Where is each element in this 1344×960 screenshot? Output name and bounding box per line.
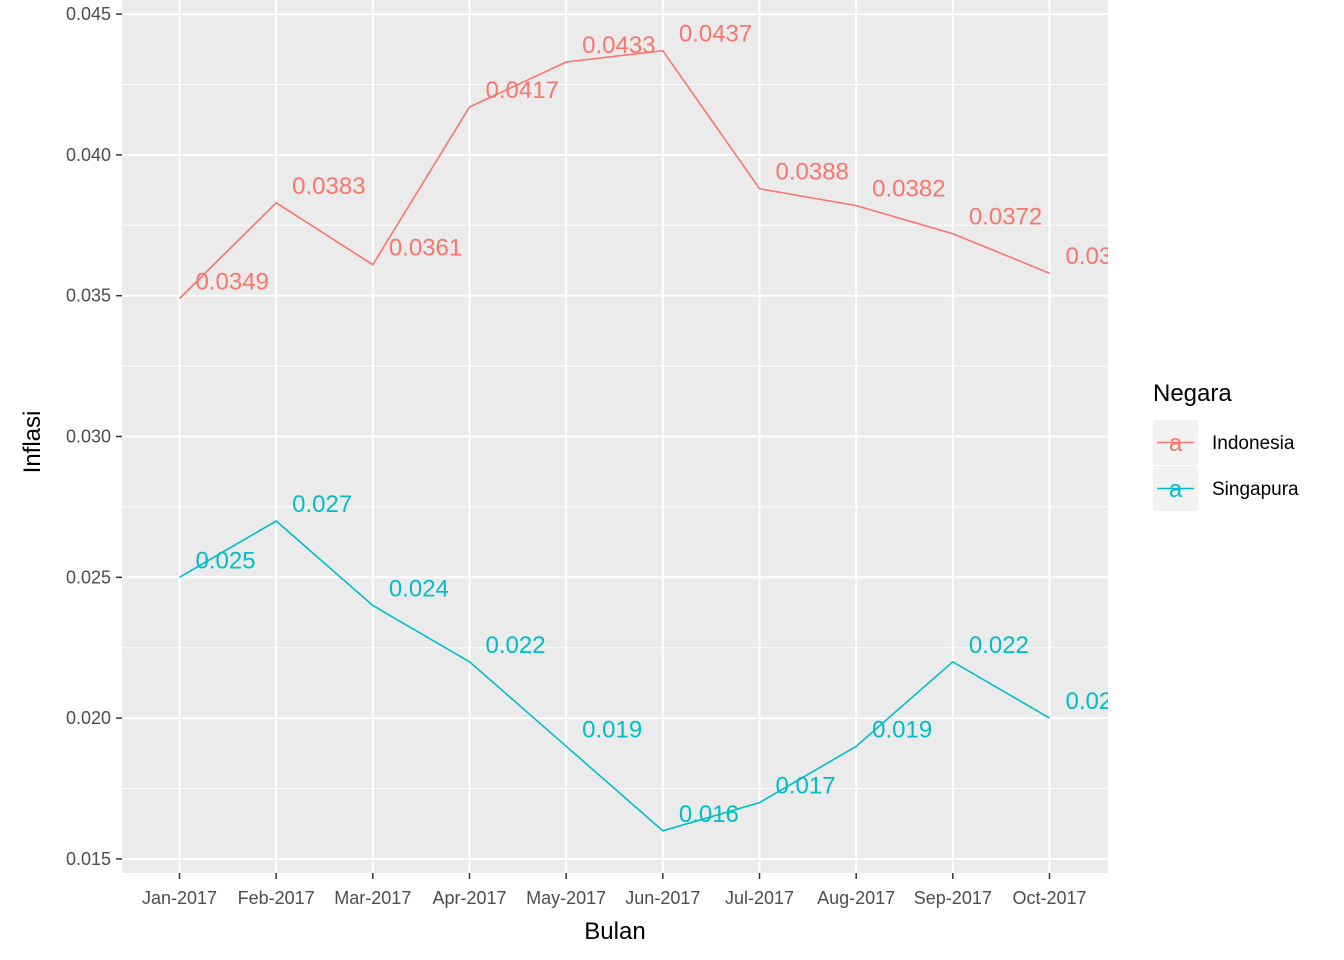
x-tick-label: May-2017 <box>526 888 606 908</box>
series-lines <box>178 49 1050 832</box>
legend-label-singapura: Singapura <box>1212 479 1299 500</box>
legend-key-glyph: a <box>1169 476 1183 503</box>
data-label-indonesia: 0.0417 <box>486 77 559 104</box>
legend-title: Negara <box>1153 380 1232 407</box>
x-tick-label: Jun-2017 <box>625 888 700 908</box>
series-line-indonesia <box>178 49 1050 300</box>
data-label-singapura: 0.016 <box>679 801 739 828</box>
data-label-indonesia: 0.0382 <box>872 176 945 203</box>
major-gridlines <box>122 0 1108 873</box>
data-label-singapura: 0.024 <box>389 575 449 602</box>
y-axis-title: Inflasi <box>19 411 46 474</box>
x-tick-label: Mar-2017 <box>334 888 411 908</box>
legend: Negara a Indonesia a Singapura <box>1153 380 1299 511</box>
data-label-indonesia: 0.0358 <box>1066 243 1139 270</box>
data-label-singapura: 0.02 <box>1066 688 1113 715</box>
x-tick-label: Sep-2017 <box>914 888 992 908</box>
data-label-indonesia: 0.0349 <box>196 269 269 296</box>
y-axis: 0.015 0.020 0.025 0.030 0.035 0.040 0.045 <box>66 4 122 869</box>
data-labels: 0.0349 0.0383 0.0361 0.0417 0.0433 0.0437 0.03… <box>196 21 1139 828</box>
y-tick-label: 0.015 <box>66 849 111 869</box>
series-line-singapura <box>179 520 1050 832</box>
y-tick-label: 0.020 <box>66 708 111 728</box>
data-label-singapura: 0.017 <box>776 773 836 800</box>
x-tick-label: Oct-2017 <box>1012 888 1086 908</box>
data-label-singapura: 0.027 <box>292 491 352 518</box>
legend-key-glyph: a <box>1169 430 1183 457</box>
data-label-indonesia: 0.0388 <box>776 159 849 186</box>
x-tick-label: Feb-2017 <box>238 888 315 908</box>
y-tick-label: 0.040 <box>66 145 111 165</box>
data-label-indonesia: 0.0437 <box>679 21 752 48</box>
data-label-singapura: 0.022 <box>969 632 1029 659</box>
x-tick-label: Jan-2017 <box>142 888 217 908</box>
minor-gridlines <box>122 83 1108 790</box>
x-tick-label: Aug-2017 <box>817 888 895 908</box>
x-tick-label: Apr-2017 <box>432 888 506 908</box>
data-label-singapura: 0.019 <box>872 716 932 743</box>
data-label-singapura: 0.022 <box>486 632 546 659</box>
y-tick-label: 0.045 <box>66 4 111 24</box>
data-label-singapura: 0.025 <box>196 547 256 574</box>
data-label-indonesia: 0.0372 <box>969 204 1042 231</box>
data-label-indonesia: 0.0361 <box>389 235 462 262</box>
x-axis-title: Bulan <box>584 918 645 945</box>
data-label-indonesia: 0.0433 <box>582 32 655 59</box>
data-label-indonesia: 0.0383 <box>292 173 365 200</box>
y-tick-label: 0.035 <box>66 286 111 306</box>
legend-label-indonesia: Indonesia <box>1212 433 1295 454</box>
x-tick-label: Jul-2017 <box>725 888 794 908</box>
y-tick-label: 0.025 <box>66 567 111 587</box>
y-tick-label: 0.030 <box>66 427 111 447</box>
x-axis: Jan-2017 Feb-2017 Mar-2017 Apr-2017 May-2017… <box>142 873 1087 908</box>
data-label-singapura: 0.019 <box>582 716 642 743</box>
